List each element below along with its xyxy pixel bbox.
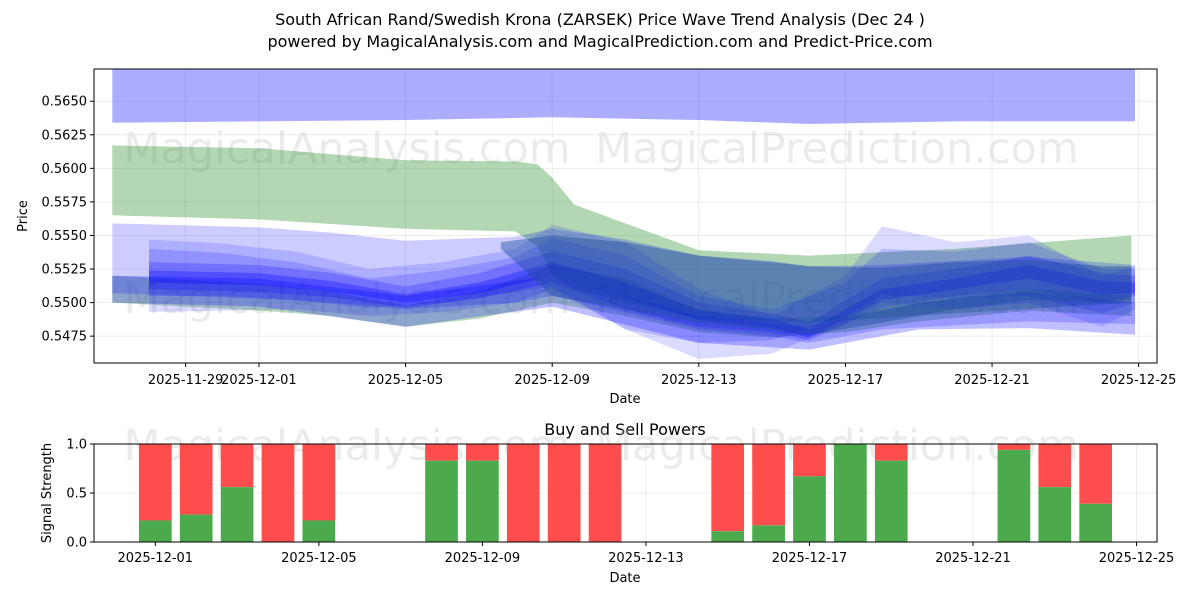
blue-wave-2 [149,238,1135,343]
sell-power-bar [302,444,336,521]
price-y-tick-label: 0.5600 [42,162,88,177]
price-x-tick-label: 2025-11-29 [148,373,224,388]
price-x-tick-label: 2025-12-17 [808,373,884,388]
buy-power-bar [752,525,785,542]
sell-power-bar [506,444,540,542]
signal-x-ticks: 2025-12-01 2025-12-05 2025-12-09 2025-12-13… [118,542,1175,566]
signal-x-tick-label: 2025-12-01 [118,551,194,566]
signal-x-tick-label: 2025-12-13 [608,551,684,566]
buy-power-bar [711,531,745,542]
signal-y-axis-label: Signal Strength [40,443,55,543]
sell-power-bar [711,444,745,532]
signal-x-tick-label: 2025-12-05 [281,551,357,566]
price-bands [112,69,1136,359]
signal-y-tick-label: 1.0 [66,438,87,453]
sell-power-bar [179,444,213,515]
sell-power-bar [752,444,785,526]
blue-wave-3 [149,251,1135,341]
watermark-analysis-top: MagicalAnalysis.com [123,124,570,174]
buy-power-bar [179,514,213,542]
green-band-2 [112,265,1132,338]
price-y-tick-label: 0.5575 [42,195,88,210]
price-x-tick-label: 2025-12-21 [954,373,1030,388]
price-x-axis-label: Date [609,392,640,407]
price-axes-frame [93,68,1158,364]
signal-bars [138,444,1113,542]
sell-power-bar [1079,444,1113,504]
sell-power-bar [261,444,295,542]
upper-blue-band [112,69,1136,124]
buy-power-bar [302,520,336,542]
signal-x-axis-label: Date [609,571,640,586]
watermark-prediction-top: MagicalPrediction.com [595,124,1079,174]
signal-y-tick-label: 0.0 [66,536,87,551]
sell-power-bar [588,444,622,542]
price-y-tick-label: 0.5550 [42,229,88,244]
buy-power-bar [425,460,458,542]
signal-y-tick-label: 0.5 [66,487,87,502]
price-x-tick-label: 2025-12-05 [368,373,444,388]
price-x-tick-label: 2025-12-01 [221,373,297,388]
buy-power-bar [1079,503,1113,542]
teal-overlap-band [500,235,1132,335]
sell-power-bar [997,444,1031,450]
price-x-tick-label: 2025-12-09 [514,373,590,388]
buy-power-bar [1038,487,1072,542]
sell-power-bar [547,444,581,542]
chart-title: South African Rand/Swedish Krona (ZARSEK… [275,10,925,29]
watermark-prediction-mid: MagicalPrediction.com [595,274,1079,324]
signal-panel: Buy and Sell Powers MagicalAnalysis.com … [40,420,1174,586]
sell-power-bar [138,444,172,521]
price-y-tick-label: 0.5525 [42,263,88,278]
sell-power-bar [874,444,908,461]
sell-power-bar [220,444,254,488]
signal-x-tick-label: 2025-12-17 [772,551,848,566]
blue-wave-1 [149,224,1135,359]
signal-x-tick-label: 2025-12-25 [1099,551,1175,566]
sell-power-bar [466,444,499,461]
buy-power-bar [793,476,826,542]
blue-band-wide [112,223,1136,343]
price-y-tick-label: 0.5500 [42,296,88,311]
price-x-tick-label: 2025-12-13 [661,373,737,388]
price-y-tick-label: 0.5625 [42,128,88,143]
price-y-tick-label: 0.5650 [42,95,88,110]
price-y-ticks: 0.5475 0.5500 0.5525 0.5550 0.5575 0.5600 0.56… [42,95,94,345]
sell-power-bar [425,444,458,461]
buy-power-bar [834,444,867,542]
buy-power-bar [220,487,254,542]
signal-y-ticks: 0.0 0.5 1.0 [66,438,94,551]
chart-subtitle: powered by MagicalAnalysis.com and Magic… [267,32,933,51]
buy-power-bar [466,460,499,542]
watermark-analysis-mid: MagicalAnalysis.com [123,274,570,324]
price-y-tick-label: 0.5475 [42,330,88,345]
signal-x-tick-label: 2025-12-21 [935,551,1011,566]
sell-power-bar [793,444,826,477]
price-grid [94,69,1157,363]
sell-power-bar [1038,444,1072,488]
signal-title: Buy and Sell Powers [544,420,706,439]
blue-wave-core [149,262,1135,338]
green-band-1 [112,145,1132,323]
buy-power-bar [874,460,908,542]
buy-power-bar [138,520,172,542]
signal-x-tick-label: 2025-12-09 [445,551,521,566]
price-panel: MagicalAnalysis.com MagicalPrediction.co… [16,68,1177,407]
price-y-axis-label: Price [16,200,31,232]
buy-power-bar [997,449,1031,542]
price-x-tick-label: 2025-12-25 [1101,373,1177,388]
blue-band-low [112,275,1136,350]
